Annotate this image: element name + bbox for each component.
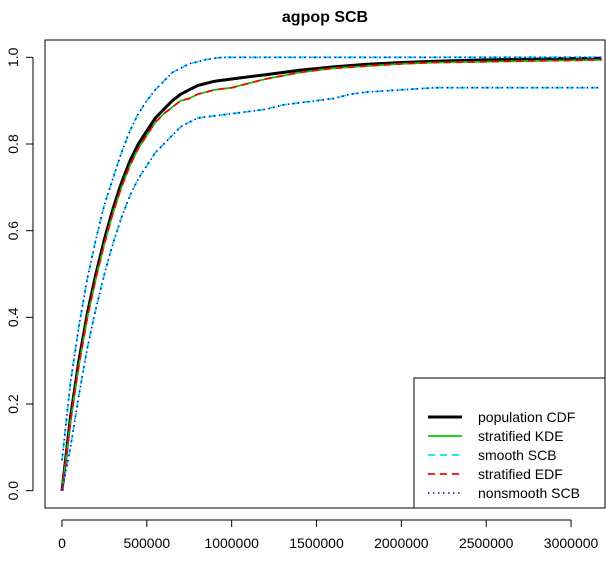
- series-line-stratified-edf: [61, 59, 602, 491]
- x-tick-label: 0: [58, 535, 66, 551]
- y-tick-label: 1.0: [5, 47, 21, 67]
- y-tick-label: 0.2: [5, 394, 21, 414]
- y-tick-label: 0.0: [5, 481, 21, 501]
- x-tick-label: 500000: [123, 535, 170, 551]
- legend-label-stratified-edf: stratified EDF: [478, 466, 563, 482]
- chart-title: agpop SCB: [282, 9, 368, 26]
- series-line-smooth-scb-lower: [61, 86, 602, 491]
- x-axis: 0 500000 1000000 1500000 2000000 2500000 30000…: [58, 519, 599, 551]
- y-tick-label: 0.8: [5, 134, 21, 154]
- y-tick-label: 0.6: [5, 221, 21, 241]
- series-line-nonsmooth-scb-lower: [61, 86, 602, 491]
- legend-label-population-cdf: population CDF: [478, 409, 575, 425]
- x-tick-label: 1500000: [289, 535, 344, 551]
- legend-label-nonsmooth-scb: nonsmooth SCB: [478, 485, 580, 501]
- legend-box: [413, 377, 606, 509]
- x-tick-label: 3000000: [544, 535, 599, 551]
- series-line-smooth-scb-upper: [61, 56, 602, 461]
- y-axis: 0.0 0.2 0.4 0.6 0.8 1.0: [5, 47, 34, 501]
- y-tick-label: 0.4: [5, 307, 21, 327]
- plot-frame: [44, 39, 606, 509]
- legend-label-smooth-scb: smooth SCB: [478, 447, 557, 463]
- x-tick-label: 2000000: [374, 535, 429, 551]
- series-layer: [60, 56, 602, 491]
- series-line-population-cdf: [60, 56, 602, 491]
- x-tick-label: 2500000: [459, 535, 514, 551]
- x-tick-label: 1000000: [204, 535, 259, 551]
- legend-label-stratified-kde: stratified KDE: [478, 428, 564, 444]
- legend: population CDF stratified KDE smooth SCB st…: [413, 377, 606, 509]
